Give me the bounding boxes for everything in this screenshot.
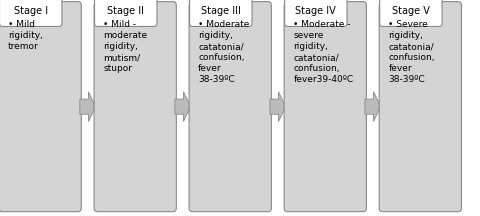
Text: • Moderate
rigidity,
catatonia/
confusion,
fever
38-39ºC: • Moderate rigidity, catatonia/ confusio… [198,20,250,84]
FancyBboxPatch shape [95,0,157,27]
Text: Stage V: Stage V [392,6,430,16]
FancyBboxPatch shape [190,0,252,27]
FancyBboxPatch shape [285,0,347,27]
Text: • Mild
rigidity,
tremor: • Mild rigidity, tremor [8,20,43,51]
Polygon shape [365,92,381,121]
FancyBboxPatch shape [380,0,442,27]
FancyBboxPatch shape [94,2,176,212]
Text: Stage III: Stage III [201,6,241,16]
Text: Stage II: Stage II [107,6,144,16]
Text: Stage I: Stage I [13,6,48,16]
FancyBboxPatch shape [0,2,81,212]
FancyBboxPatch shape [189,2,271,212]
Text: Stage IV: Stage IV [296,6,336,16]
FancyBboxPatch shape [0,0,62,27]
Polygon shape [80,92,96,121]
Polygon shape [270,92,286,121]
Polygon shape [175,92,191,121]
Text: • Severe
rigidity,
catatonia/
confusion,
fever
38-39ºC: • Severe rigidity, catatonia/ confusion,… [388,20,435,84]
FancyBboxPatch shape [379,2,461,212]
Text: • Mild -
moderate
rigidity,
mutism/
stupor: • Mild - moderate rigidity, mutism/ stup… [103,20,147,73]
FancyBboxPatch shape [284,2,366,212]
Text: • Moderate -
severe
rigidity,
catatonia/
confusion,
fever39-40ºC: • Moderate - severe rigidity, catatonia/… [293,20,353,84]
